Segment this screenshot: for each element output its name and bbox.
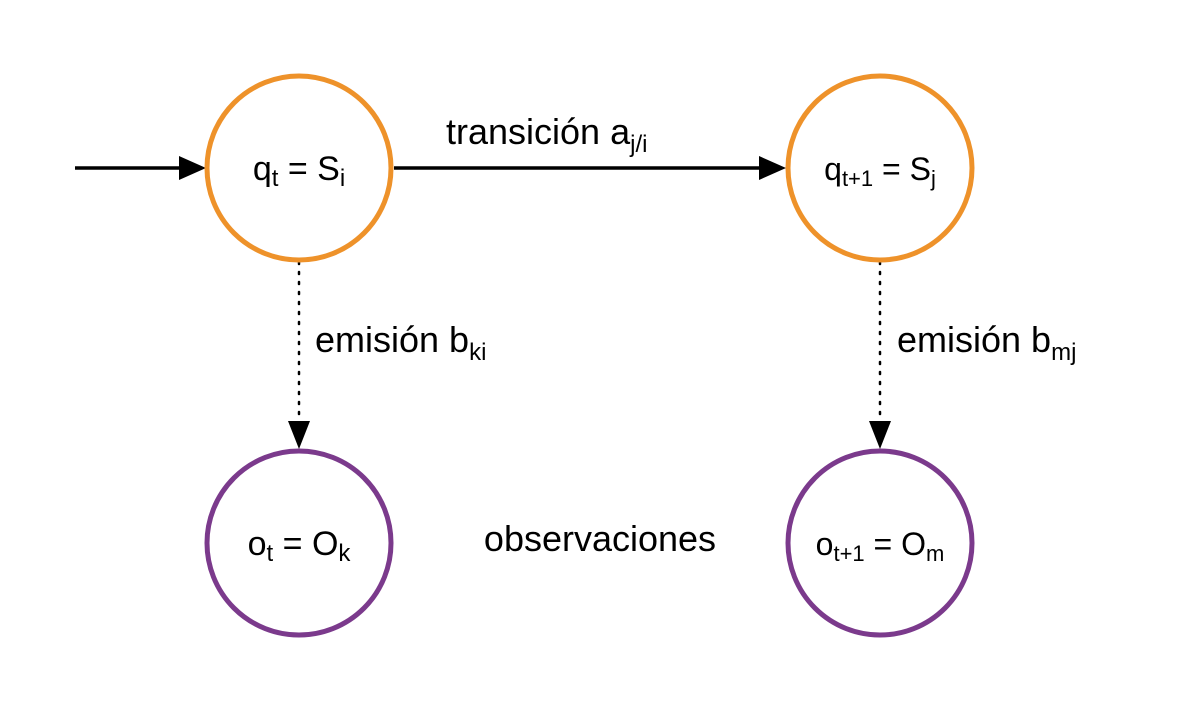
emission-label-2: emisión bmj [897,319,1076,366]
transition-label: transición aj/i [446,111,647,158]
state-label-t1: qt+1 = Sj [824,151,936,191]
observation-node-t1 [785,448,975,638]
state-label-t: qt = Si [253,150,345,192]
emission-arrowhead-2 [869,421,891,449]
observation-label-t1: ot+1 = Om [816,526,945,566]
transition-arrowhead [759,156,786,180]
observations-label: observaciones [484,518,716,559]
observation-node-t [204,448,394,638]
emission-label-1: emisión bki [315,319,486,366]
observation-label-t: ot = Ok [248,525,352,567]
emission-arrowhead-1 [288,421,310,449]
state-node-t1 [785,73,975,263]
state-node-t [204,73,394,263]
initial-arrowhead [179,156,206,180]
